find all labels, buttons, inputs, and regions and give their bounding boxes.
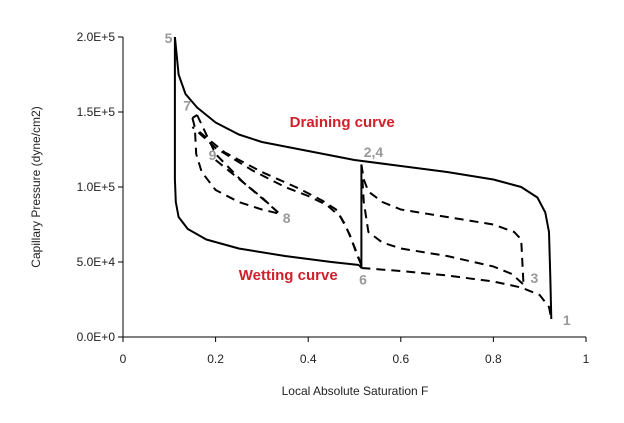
dashed-curve-7 <box>360 164 525 286</box>
y-axis-title: Capillary Pressure (dyne/cm2) <box>29 106 43 267</box>
point-label: 1 <box>563 312 571 328</box>
y-tick-label: 2.0E+5 <box>77 30 116 44</box>
dashed-curve-9 <box>191 126 363 266</box>
point-label: 9 <box>209 147 217 163</box>
curve-label: Draining curve <box>290 114 395 131</box>
point-label: 8 <box>283 210 291 226</box>
y-tick-label: 0.0E+0 <box>77 330 116 344</box>
y-tick-label: 1.5E+5 <box>77 105 116 119</box>
dashed-curve-6 <box>360 164 525 285</box>
x-tick-label: 0.4 <box>300 352 317 366</box>
x-axis-title: Local Absolute Saturation F <box>282 384 429 398</box>
solid-curve-1 <box>173 36 553 320</box>
y-tick-label: 1.0E+5 <box>77 180 116 194</box>
annotation-layer: Draining curve Wetting curve 5 7 9 8 2,4 6 3 1 <box>165 30 571 328</box>
x-ticks: 0 0.2 0.4 0.6 0.8 1 <box>120 337 590 366</box>
series-layer <box>173 36 553 320</box>
point-label: 5 <box>165 30 173 46</box>
dashed-curve-10 <box>191 117 281 215</box>
x-tick-label: 0.8 <box>485 352 502 366</box>
y-tick-label: 5.0E+4 <box>77 255 116 269</box>
point-label: 3 <box>530 270 538 286</box>
x-tick-label: 0 <box>120 352 127 366</box>
dashed-curve-5 <box>361 267 553 320</box>
point-label: 6 <box>359 272 367 288</box>
point-label: 2,4 <box>364 144 384 160</box>
dashed-curve-12 <box>196 114 279 214</box>
point-label: 7 <box>183 98 191 114</box>
x-tick-label: 1 <box>583 352 590 366</box>
curve-label: Wetting curve <box>239 267 338 284</box>
y-ticks: 0.0E+0 5.0E+4 1.0E+5 1.5E+5 2.0E+5 <box>77 30 123 344</box>
x-tick-label: 0.2 <box>207 352 224 366</box>
solid-curve-2 <box>173 37 360 266</box>
x-tick-label: 0.6 <box>392 352 409 366</box>
axes <box>122 37 586 338</box>
